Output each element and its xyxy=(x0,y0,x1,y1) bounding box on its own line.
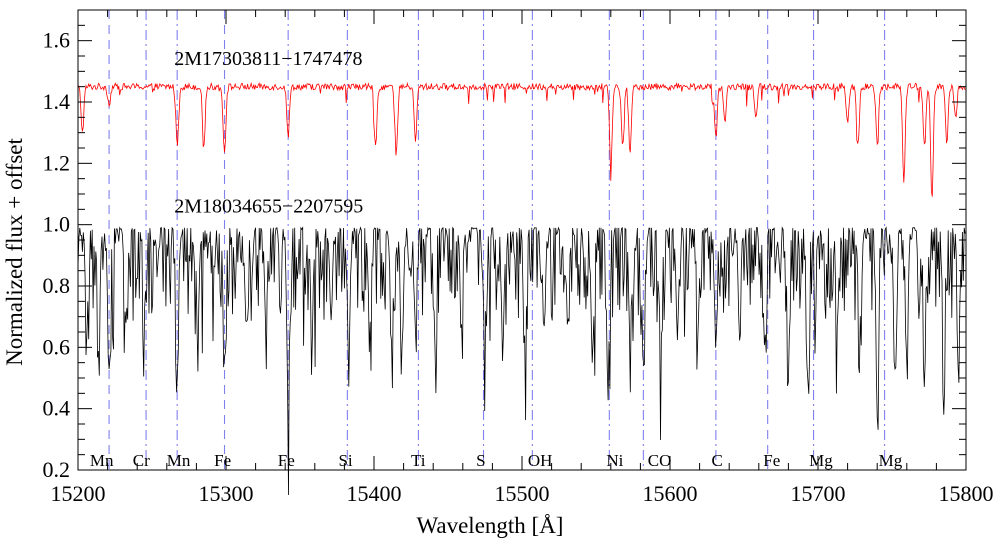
y-tick-label: 0.6 xyxy=(43,334,71,359)
line-marker-label-7: S xyxy=(476,451,485,470)
series-line-0 xyxy=(77,81,966,197)
y-tick-label: 0.4 xyxy=(43,396,71,421)
x-tick-label: 15200 xyxy=(51,481,106,506)
line-marker-label-5: Si xyxy=(338,451,352,470)
x-tick-label: 15500 xyxy=(495,481,550,506)
line-marker-label-3: Fe xyxy=(214,451,231,470)
y-tick-label: 0.8 xyxy=(43,273,71,298)
y-tick-label: 1.0 xyxy=(43,212,71,237)
x-tick-label: 15700 xyxy=(791,481,846,506)
series-line-1 xyxy=(77,226,966,496)
x-tick-label: 15600 xyxy=(643,481,698,506)
spectra-series: 2M17303811−1747478 2M18034655−2207595 xyxy=(77,48,966,496)
x-axis-title: Wavelength [Å] xyxy=(417,513,564,538)
y-tick-label: 1.2 xyxy=(43,150,71,175)
y-tick-label: 1.4 xyxy=(43,89,71,114)
line-marker-label-14: Mg xyxy=(879,451,903,470)
line-markers: Mn Cr Mn Fe Fe Si Ti S OH Ni CO C Fe Mg Mg xyxy=(90,10,903,470)
line-marker-label-2: Mn xyxy=(167,451,191,470)
line-marker-label-8: OH xyxy=(528,451,553,470)
line-marker-label-1: Cr xyxy=(133,451,150,470)
line-marker-label-10: CO xyxy=(648,451,672,470)
line-marker-label-6: Ti xyxy=(411,451,426,470)
axes: 15200 15300 15400 15500 15600 15700 15800 0.2 0.… xyxy=(43,9,994,506)
line-marker-label-4: Fe xyxy=(278,451,295,470)
y-axis-title: Normalized flux + offset xyxy=(2,138,27,366)
line-marker-label-11: C xyxy=(711,451,722,470)
y-tick-label: 0.2 xyxy=(43,457,71,482)
series-label-0: 2M17303811−1747478 xyxy=(174,48,362,70)
line-marker-label-12: Fe xyxy=(763,451,780,470)
line-marker-label-0: Mn xyxy=(90,451,114,470)
y-tick-label: 1.6 xyxy=(43,28,71,53)
line-marker-label-9: Ni xyxy=(606,451,623,470)
x-tick-label: 15800 xyxy=(939,481,994,506)
line-marker-label-13: Mg xyxy=(809,451,833,470)
series-label-1: 2M18034655−2207595 xyxy=(174,195,363,217)
x-tick-label: 15400 xyxy=(347,481,402,506)
x-tick-label: 15300 xyxy=(199,481,254,506)
